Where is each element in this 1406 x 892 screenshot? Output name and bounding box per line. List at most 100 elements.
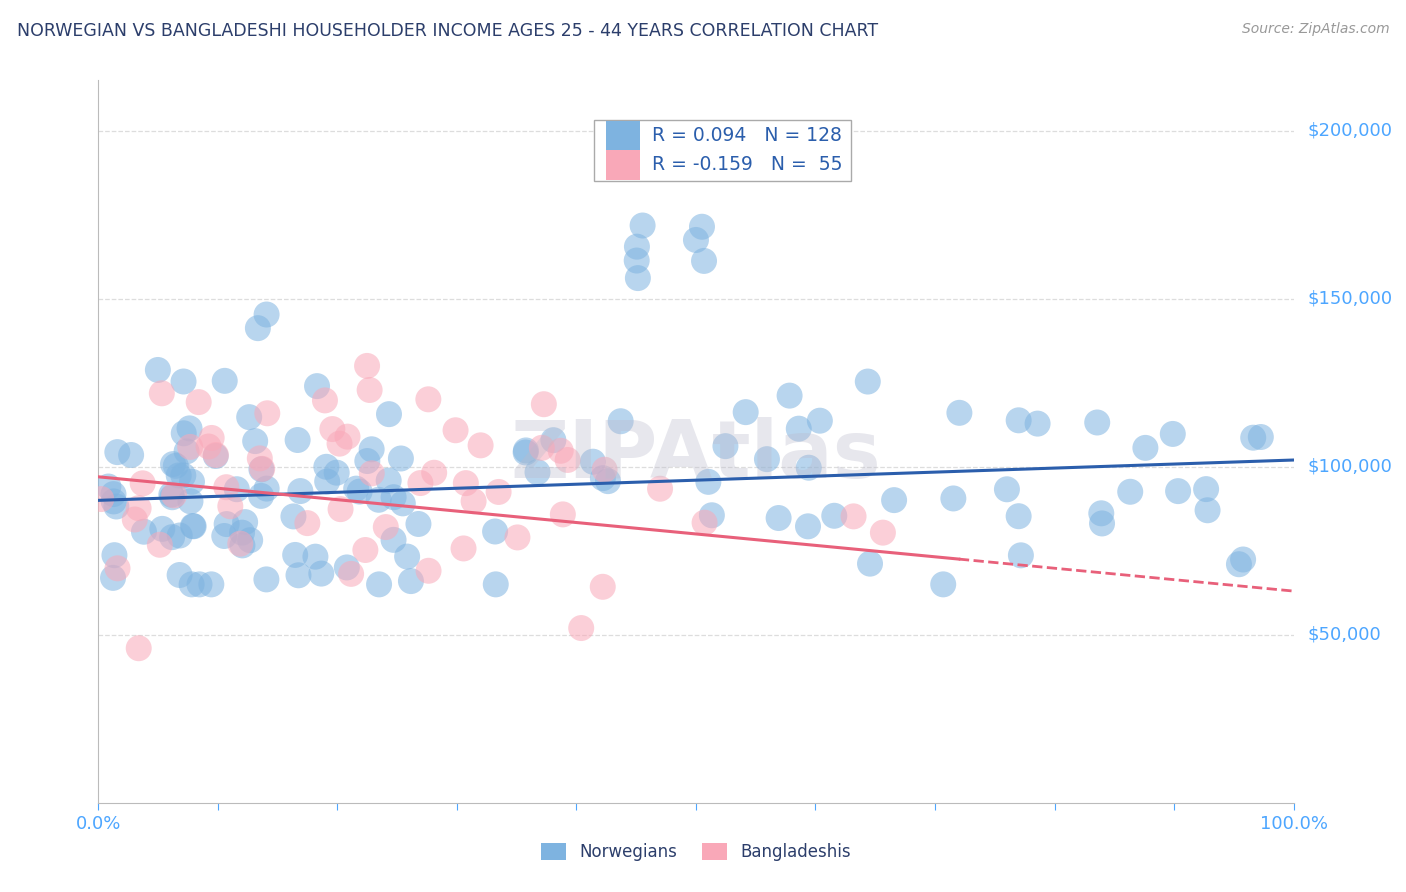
- Point: [219, 500, 242, 514]
- Point: [256, 482, 278, 496]
- Text: R = 0.094   N = 128: R = 0.094 N = 128: [652, 127, 842, 145]
- Point: [470, 438, 492, 452]
- Point: [533, 397, 555, 411]
- Point: [165, 458, 187, 473]
- Point: [1195, 482, 1218, 496]
- Text: NORWEGIAN VS BANGLADESHI HOUSEHOLDER INCOME AGES 25 - 44 YEARS CORRELATION CHART: NORWEGIAN VS BANGLADESHI HOUSEHOLDER INC…: [17, 22, 877, 40]
- FancyBboxPatch shape: [606, 150, 640, 180]
- Point: [172, 468, 194, 483]
- Point: [231, 525, 253, 540]
- Point: [336, 560, 359, 574]
- Point: [1008, 413, 1031, 427]
- Point: [515, 445, 537, 459]
- Point: [932, 577, 955, 591]
- Point: [859, 557, 882, 571]
- Point: [797, 460, 820, 475]
- Point: [215, 480, 238, 494]
- Point: [179, 440, 201, 454]
- Point: [311, 566, 333, 581]
- Point: [883, 493, 905, 508]
- Point: [131, 476, 153, 491]
- Point: [239, 533, 262, 548]
- Point: [149, 538, 172, 552]
- Point: [150, 386, 173, 401]
- Point: [1232, 552, 1254, 566]
- Point: [188, 577, 211, 591]
- Point: [101, 571, 124, 585]
- Point: [146, 363, 169, 377]
- Point: [250, 462, 273, 476]
- Point: [160, 490, 183, 504]
- Point: [1227, 558, 1250, 572]
- Point: [1167, 484, 1189, 499]
- Point: [768, 511, 790, 525]
- FancyBboxPatch shape: [606, 120, 640, 151]
- Point: [557, 453, 579, 467]
- FancyBboxPatch shape: [595, 120, 852, 181]
- Point: [1250, 430, 1272, 444]
- Point: [90, 491, 112, 506]
- Point: [530, 441, 553, 455]
- Point: [340, 566, 363, 581]
- Point: [325, 466, 347, 480]
- Point: [389, 451, 412, 466]
- Point: [626, 240, 648, 254]
- Point: [382, 490, 405, 504]
- Point: [700, 508, 723, 523]
- Point: [995, 483, 1018, 497]
- Point: [162, 457, 184, 471]
- Point: [250, 462, 273, 476]
- Point: [1007, 509, 1029, 524]
- Point: [316, 475, 339, 489]
- Point: [697, 475, 720, 489]
- Point: [423, 466, 446, 480]
- Point: [1026, 417, 1049, 431]
- Point: [107, 561, 129, 575]
- Point: [246, 321, 269, 335]
- Point: [160, 488, 183, 502]
- Point: [685, 233, 707, 247]
- Text: ZIPAtlas: ZIPAtlas: [510, 417, 882, 495]
- Point: [856, 375, 879, 389]
- Point: [205, 448, 228, 462]
- Point: [596, 474, 619, 488]
- Point: [179, 494, 201, 508]
- Point: [1090, 506, 1112, 520]
- Point: [201, 431, 224, 445]
- Point: [176, 444, 198, 458]
- Point: [797, 519, 820, 533]
- Point: [283, 509, 305, 524]
- Point: [367, 492, 389, 507]
- Point: [593, 463, 616, 477]
- Point: [181, 475, 204, 489]
- Point: [187, 395, 209, 409]
- Point: [173, 426, 195, 441]
- Point: [690, 219, 713, 234]
- Point: [169, 528, 191, 542]
- Point: [755, 452, 778, 467]
- Point: [592, 580, 614, 594]
- Point: [321, 422, 343, 436]
- Point: [418, 564, 440, 578]
- Point: [842, 509, 865, 524]
- Point: [290, 484, 312, 499]
- Point: [225, 482, 247, 496]
- Point: [181, 519, 204, 533]
- Text: $50,000: $50,000: [1308, 626, 1382, 644]
- Point: [399, 574, 422, 588]
- Point: [609, 414, 631, 428]
- Point: [485, 577, 508, 591]
- Point: [249, 451, 271, 466]
- Point: [454, 476, 477, 491]
- Point: [304, 549, 326, 564]
- Point: [409, 476, 432, 491]
- Point: [160, 530, 183, 544]
- Point: [238, 410, 260, 425]
- Point: [506, 530, 529, 544]
- Point: [214, 374, 236, 388]
- Point: [215, 517, 238, 532]
- Point: [550, 443, 572, 458]
- Point: [734, 405, 756, 419]
- Point: [1119, 484, 1142, 499]
- Point: [256, 308, 278, 322]
